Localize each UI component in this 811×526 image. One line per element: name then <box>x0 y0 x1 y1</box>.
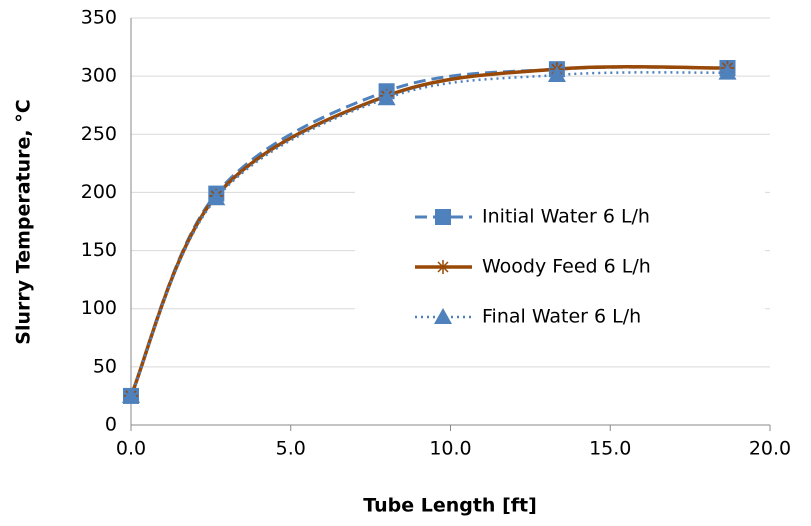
y-tick-label: 300 <box>81 65 117 87</box>
marker <box>547 65 566 82</box>
x-tick-label: 15.0 <box>589 438 631 460</box>
x-tick-label: 0.0 <box>116 438 146 460</box>
y-tick-label: 250 <box>81 123 117 145</box>
x-tick-label: 5.0 <box>276 438 306 460</box>
legend-box <box>355 185 765 345</box>
marker <box>718 63 737 80</box>
y-tick-label: 350 <box>81 7 117 29</box>
y-tick-label: 100 <box>81 297 117 319</box>
x-tick-label: 10.0 <box>429 438 471 460</box>
marker <box>434 308 452 324</box>
legend-label: Initial Water 6 L/h <box>482 206 650 228</box>
y-tick-label: 150 <box>81 239 117 261</box>
y-tick-label: 50 <box>93 355 117 377</box>
x-axis-title: Tube Length [ft] <box>363 495 537 517</box>
legend-label: Woody Feed 6 L/h <box>482 256 651 278</box>
marker <box>377 89 396 106</box>
marker <box>435 209 451 225</box>
marker <box>122 386 140 403</box>
legend: Initial Water 6 L/h Woody Feed 6 L/h Final… <box>355 185 765 345</box>
marker <box>207 189 226 206</box>
y-tick-label: 0 <box>105 414 117 436</box>
y-axis-title: Slurry Temperature, °C <box>13 99 35 344</box>
x-tick-label: 20.0 <box>749 438 791 460</box>
marker <box>436 260 450 274</box>
legend-label: Final Water 6 L/h <box>482 306 641 328</box>
y-tick-label: 200 <box>81 181 117 203</box>
